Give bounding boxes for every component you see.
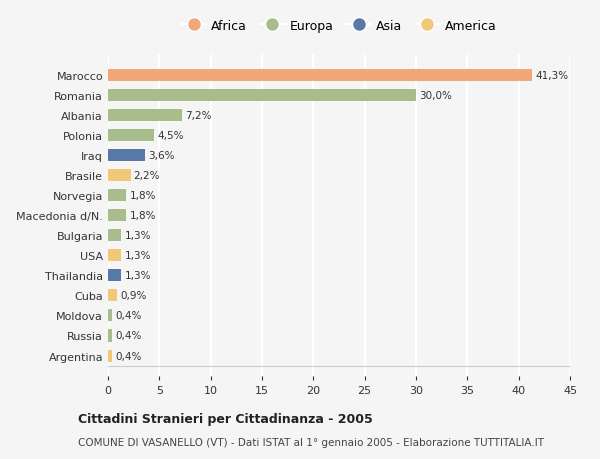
Bar [108,230,121,242]
Bar [108,190,127,202]
Text: 0,4%: 0,4% [115,331,142,341]
Bar [108,130,154,142]
Bar [108,170,131,182]
Bar [108,330,112,342]
Bar [108,210,127,222]
Text: 1,3%: 1,3% [124,271,151,281]
Bar [108,290,117,302]
Text: 0,9%: 0,9% [121,291,146,301]
Text: Cittadini Stranieri per Cittadinanza - 2005: Cittadini Stranieri per Cittadinanza - 2… [78,412,373,425]
Text: 0,4%: 0,4% [115,351,142,361]
Bar [108,150,145,162]
Text: 30,0%: 30,0% [419,91,452,101]
Bar [108,270,121,282]
Bar [108,110,182,122]
Text: 0,4%: 0,4% [115,311,142,321]
Text: 1,8%: 1,8% [130,211,156,221]
Text: 1,3%: 1,3% [124,231,151,241]
Legend: Africa, Europa, Asia, America: Africa, Europa, Asia, America [181,20,497,33]
Text: 1,8%: 1,8% [130,191,156,201]
Bar [108,90,416,102]
Text: 4,5%: 4,5% [157,131,184,141]
Text: COMUNE DI VASANELLO (VT) - Dati ISTAT al 1° gennaio 2005 - Elaborazione TUTTITAL: COMUNE DI VASANELLO (VT) - Dati ISTAT al… [78,437,544,447]
Bar [108,250,121,262]
Bar [108,310,112,322]
Text: 41,3%: 41,3% [535,71,568,81]
Bar [108,350,112,362]
Text: 3,6%: 3,6% [148,151,175,161]
Text: 7,2%: 7,2% [185,111,212,121]
Bar [108,70,532,82]
Text: 2,2%: 2,2% [134,171,160,181]
Text: 1,3%: 1,3% [124,251,151,261]
